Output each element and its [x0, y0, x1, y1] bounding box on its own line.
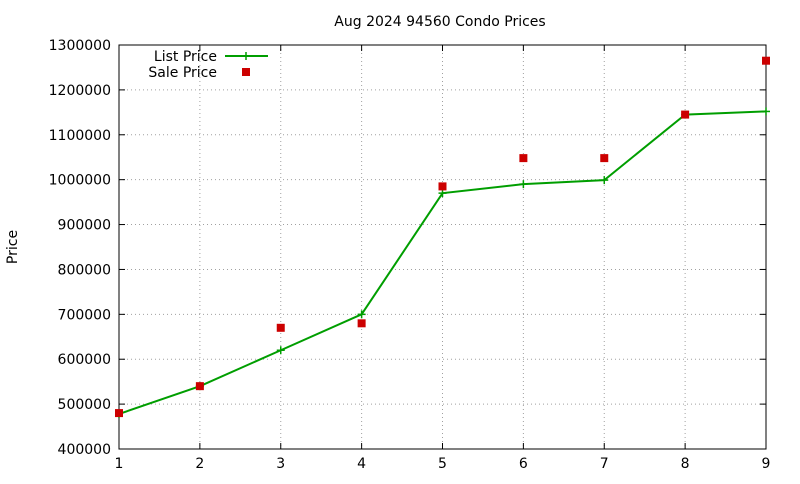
square-marker — [195, 382, 204, 391]
x-tick-label: 3 — [276, 456, 285, 472]
square-marker — [519, 154, 528, 163]
x-tick-labels: 1 2 3 4 5 6 7 8 9 — [115, 456, 771, 472]
x-tick-label: 2 — [195, 456, 204, 472]
y-tick-label: 600000 — [58, 352, 111, 368]
legend-label: List Price — [154, 49, 217, 65]
chart-title: Aug 2024 94560 Condo Prices — [334, 14, 545, 30]
square-marker — [276, 323, 285, 332]
plus-marker — [357, 310, 366, 319]
axes — [118, 44, 767, 450]
plus-marker — [438, 189, 447, 198]
x-tick-label: 5 — [438, 456, 447, 472]
y-tick-label: 1100000 — [49, 128, 111, 144]
y-tick-label: 1300000 — [49, 38, 111, 54]
y-tick-label: 400000 — [58, 442, 111, 458]
plus-marker — [762, 107, 770, 116]
series-line — [118, 110, 767, 415]
y-axis-label: Price — [5, 230, 21, 264]
y-tick-label: 900000 — [58, 218, 111, 234]
legend-item: Sale Price — [148, 65, 250, 81]
x-tick-label: 9 — [762, 456, 771, 472]
square-marker — [242, 68, 250, 76]
grid — [119, 45, 766, 449]
plus-marker — [276, 346, 285, 355]
y-tick-label: 500000 — [58, 397, 111, 413]
x-tick-label: 7 — [600, 456, 609, 472]
x-tick-label: 4 — [357, 456, 366, 472]
x-tick-label: 8 — [681, 456, 690, 472]
y-tick-label: 800000 — [58, 262, 111, 278]
legend-label: Sale Price — [148, 65, 217, 81]
plus-marker — [519, 180, 528, 189]
y-tick-label: 700000 — [58, 307, 111, 323]
x-tick-label: 1 — [115, 456, 124, 472]
series-sale-price — [115, 56, 770, 418]
plus-marker — [600, 176, 609, 185]
y-tick-labels: 400000 500000 600000 700000 800000 900000 1000… — [49, 38, 111, 458]
square-marker — [357, 319, 366, 328]
square-marker — [681, 110, 690, 119]
square-marker — [762, 56, 770, 65]
legend-item: List Price — [154, 49, 268, 65]
plus-marker — [242, 52, 250, 60]
series — [115, 56, 770, 418]
y-tick-label: 1200000 — [49, 83, 111, 99]
series-list-price — [115, 107, 770, 418]
x-tick-label: 6 — [519, 456, 528, 472]
y-tick-label: 1000000 — [49, 173, 111, 189]
square-marker — [115, 409, 123, 418]
square-marker — [438, 182, 447, 191]
square-marker — [600, 154, 609, 163]
